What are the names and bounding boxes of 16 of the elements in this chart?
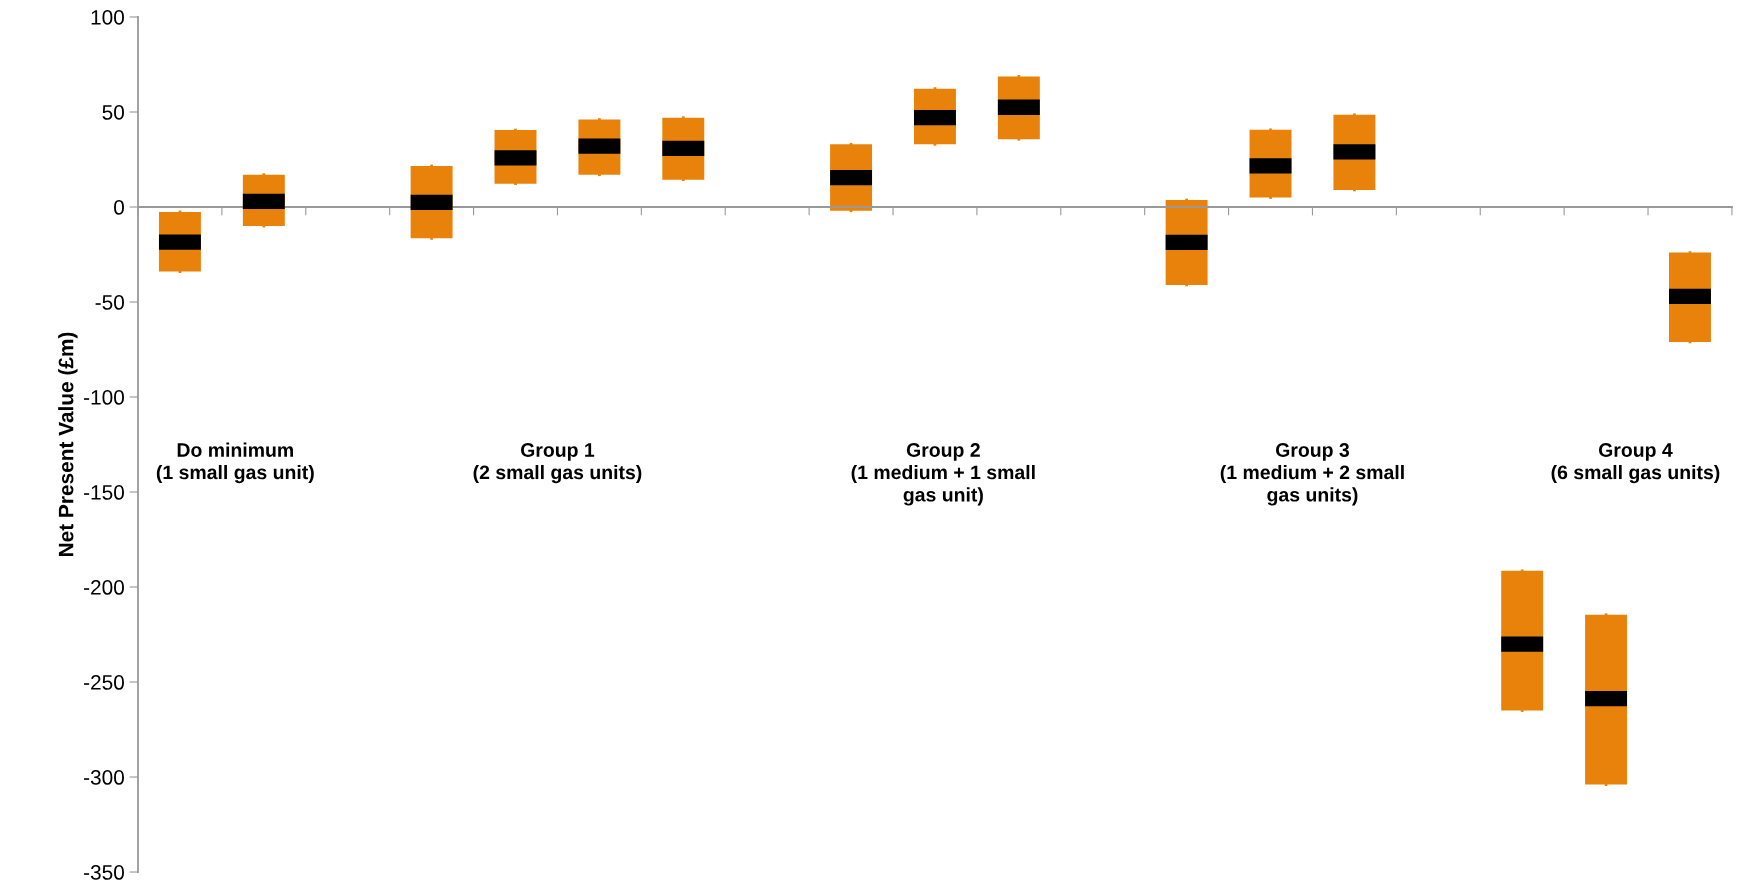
y-tick-label: 0: [114, 200, 124, 215]
annotation: Group 1 (2 small gas units): [473, 443, 642, 484]
y-tick-label: -200: [84, 580, 124, 595]
y-axis-title: Net Present Value (£m): [58, 332, 78, 556]
y-tick-label: -350: [84, 865, 124, 880]
y-tick-label: -100: [84, 390, 124, 405]
y-tick-label: -150: [84, 485, 124, 500]
annotation: Group 2 (1 medium + 1 small gas unit): [851, 443, 1035, 506]
y-tick-label: 100: [91, 10, 124, 25]
y-tick-label: -300: [84, 770, 124, 785]
y-tick-label: -250: [84, 675, 124, 690]
y-tick-label: -50: [95, 295, 124, 310]
annotation: Do minimum (1 small gas unit): [156, 442, 314, 484]
annotation: Group 4 (6 small gas units): [1551, 443, 1720, 484]
y-tick-label: 50: [102, 105, 124, 120]
annotation: Group 3 (1 medium + 2 small gas units): [1220, 443, 1404, 506]
